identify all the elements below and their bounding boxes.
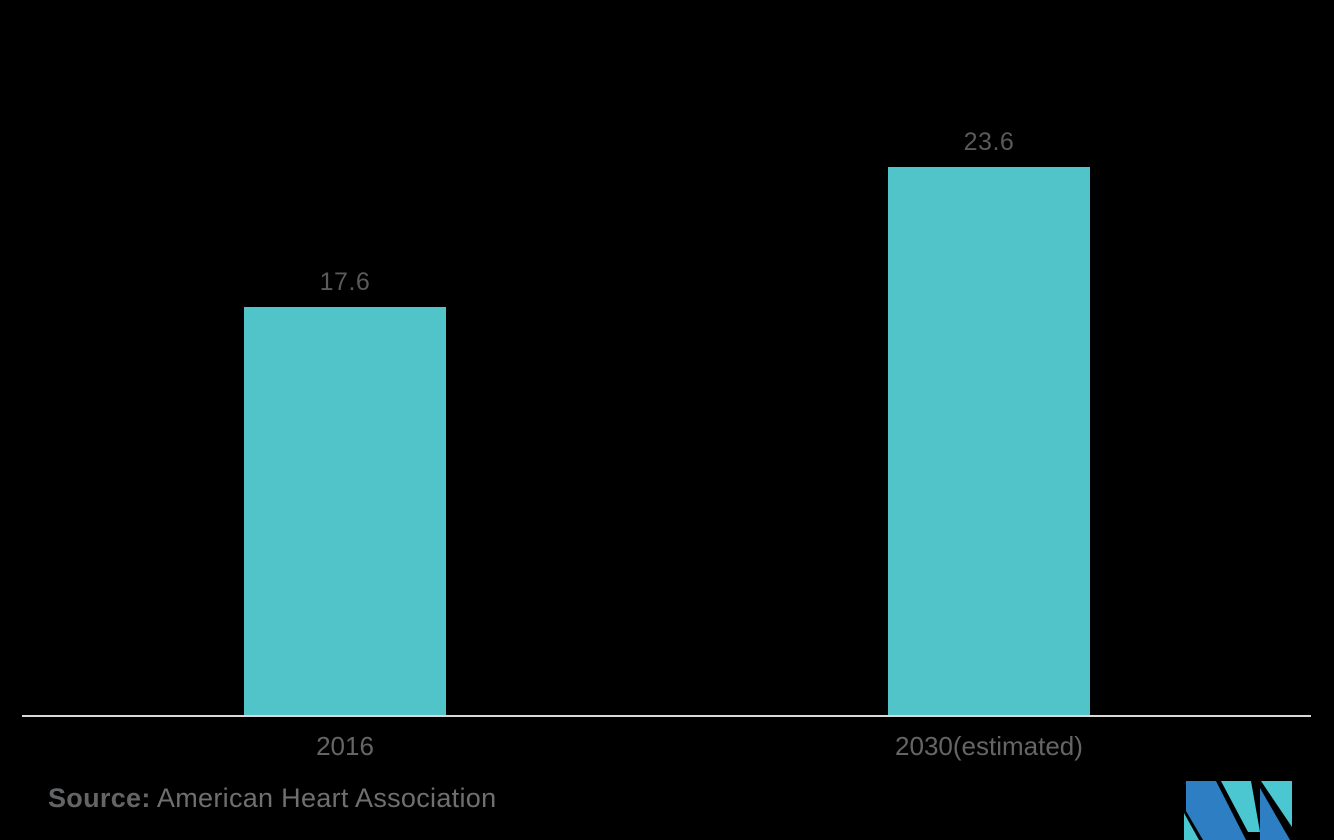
logo-right-blue-triangle	[1260, 788, 1290, 840]
logo-left-blue-stroke	[1186, 781, 1246, 840]
logo-middle-teal-stroke	[1221, 781, 1260, 832]
bar-group-2030: 23.6	[888, 130, 1090, 715]
source-prefix-label: Source:	[48, 783, 151, 813]
bar-2016	[244, 307, 446, 715]
bar-2030	[888, 167, 1090, 715]
bar-value-label-2016: 17.6	[319, 268, 371, 296]
logo-right-teal-triangle	[1261, 781, 1292, 827]
x-axis-line	[22, 715, 1311, 717]
mordor-intelligence-logo	[1184, 781, 1292, 840]
bar-value-label-2030: 23.6	[963, 128, 1015, 156]
logo-left-teal-triangle	[1184, 813, 1199, 840]
source-text: American Heart Association	[150, 783, 497, 813]
x-tick-label-2016: 2016	[316, 731, 374, 761]
source-attribution: Source: American Heart Association	[48, 783, 497, 814]
bar-group-2016: 17.6	[244, 270, 446, 715]
x-tick-label-2030: 2030(estimated)	[895, 731, 1083, 761]
